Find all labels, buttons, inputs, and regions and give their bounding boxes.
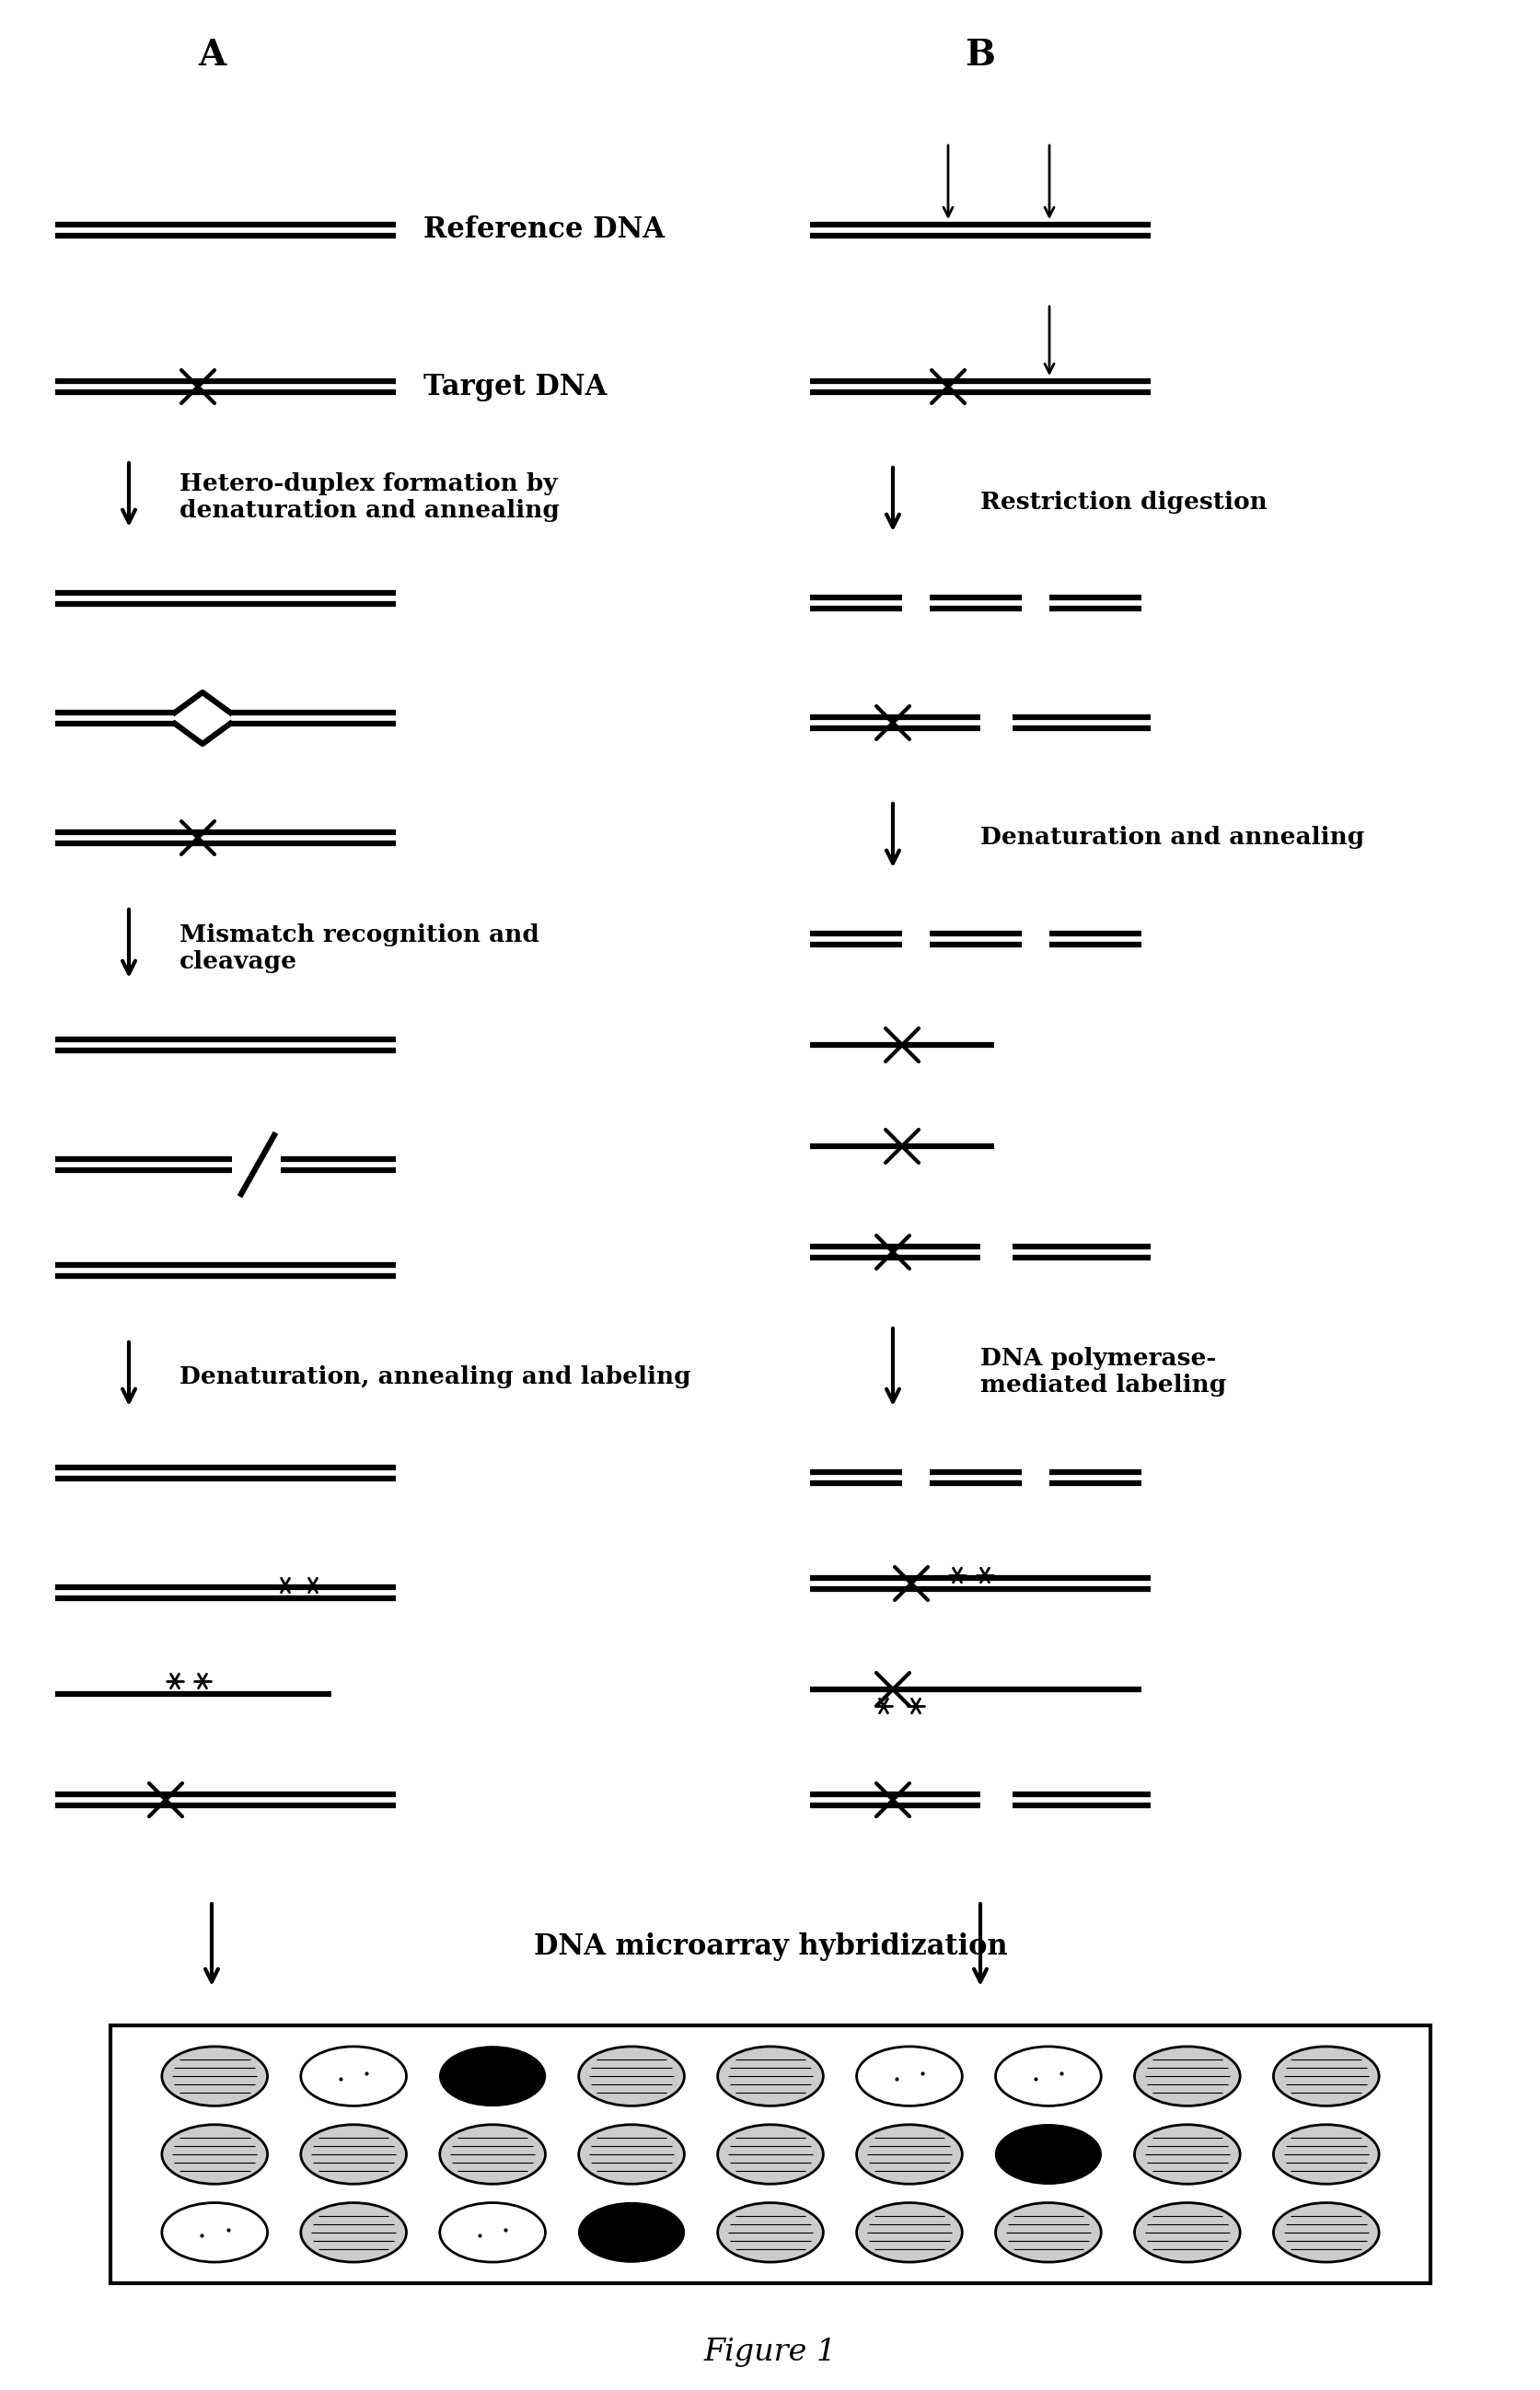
- Ellipse shape: [995, 2204, 1101, 2261]
- Ellipse shape: [439, 2125, 545, 2184]
- Text: Hetero-duplex formation by
denaturation and annealing: Hetero-duplex formation by denaturation …: [179, 473, 559, 521]
- Ellipse shape: [579, 2125, 684, 2184]
- Text: Restriction digestion: Restriction digestion: [979, 490, 1266, 514]
- Ellipse shape: [856, 2204, 961, 2261]
- Ellipse shape: [1272, 2204, 1378, 2261]
- Text: DNA microarray hybridization: DNA microarray hybridization: [533, 1934, 1007, 1962]
- Text: Denaturation, annealing and labeling: Denaturation, annealing and labeling: [179, 1365, 690, 1389]
- Text: Denaturation and annealing: Denaturation and annealing: [979, 827, 1363, 848]
- Text: Target DNA: Target DNA: [424, 373, 607, 402]
- Ellipse shape: [718, 2204, 822, 2261]
- Ellipse shape: [162, 2125, 268, 2184]
- Ellipse shape: [856, 2046, 961, 2106]
- Text: Mismatch recognition and
cleavage: Mismatch recognition and cleavage: [179, 923, 539, 973]
- Ellipse shape: [1133, 2046, 1240, 2106]
- Ellipse shape: [162, 2204, 268, 2261]
- Text: Reference DNA: Reference DNA: [424, 215, 664, 244]
- Text: DNA polymerase-
mediated labeling: DNA polymerase- mediated labeling: [979, 1348, 1226, 1396]
- Ellipse shape: [579, 2204, 684, 2261]
- Ellipse shape: [439, 2204, 545, 2261]
- Text: B: B: [964, 38, 995, 72]
- Ellipse shape: [718, 2046, 822, 2106]
- Text: A: A: [197, 38, 225, 72]
- Ellipse shape: [856, 2125, 961, 2184]
- Bar: [111, 2024, 1429, 2282]
- Ellipse shape: [718, 2125, 822, 2184]
- Text: Figure 1: Figure 1: [704, 2337, 836, 2366]
- Ellipse shape: [1133, 2125, 1240, 2184]
- Ellipse shape: [995, 2125, 1101, 2184]
- Ellipse shape: [439, 2046, 545, 2106]
- Ellipse shape: [300, 2046, 407, 2106]
- Ellipse shape: [162, 2046, 268, 2106]
- Ellipse shape: [579, 2046, 684, 2106]
- Ellipse shape: [1272, 2046, 1378, 2106]
- Ellipse shape: [995, 2046, 1101, 2106]
- Ellipse shape: [1272, 2125, 1378, 2184]
- Ellipse shape: [300, 2125, 407, 2184]
- Ellipse shape: [1133, 2204, 1240, 2261]
- Ellipse shape: [300, 2204, 407, 2261]
